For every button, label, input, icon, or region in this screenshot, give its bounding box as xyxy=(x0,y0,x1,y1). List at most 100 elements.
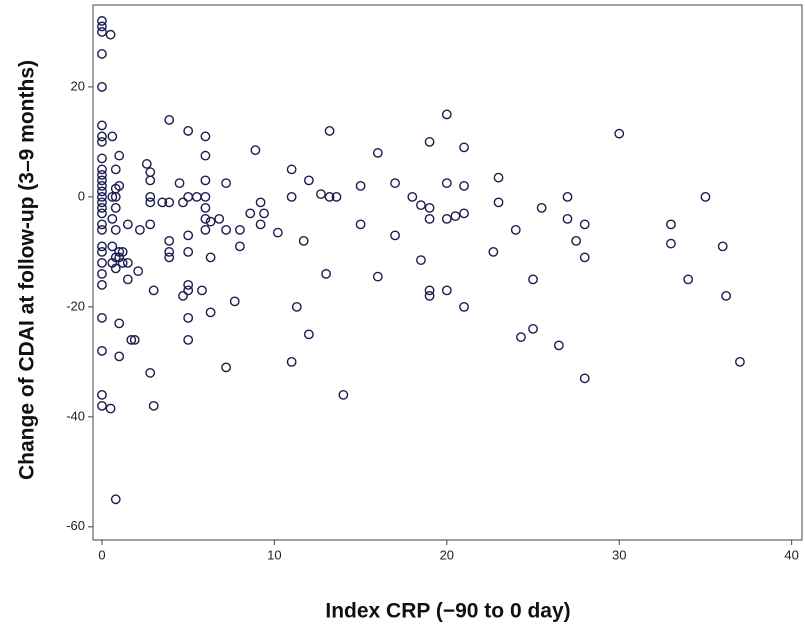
point xyxy=(174,178,185,189)
point xyxy=(164,115,175,125)
point xyxy=(97,120,107,131)
point xyxy=(110,263,121,274)
point xyxy=(200,202,211,213)
point xyxy=(579,252,590,263)
point xyxy=(114,246,125,257)
point xyxy=(105,29,116,40)
point xyxy=(562,191,573,202)
point xyxy=(183,334,194,345)
point xyxy=(291,301,302,312)
point xyxy=(110,191,121,202)
point xyxy=(205,307,216,318)
point xyxy=(164,252,175,263)
point xyxy=(97,191,107,202)
point xyxy=(200,131,211,142)
point xyxy=(259,208,269,219)
point xyxy=(122,219,133,230)
point xyxy=(183,191,194,202)
point xyxy=(459,301,469,312)
point xyxy=(145,367,156,378)
point xyxy=(129,334,140,345)
point xyxy=(145,219,156,230)
point xyxy=(114,351,125,362)
point xyxy=(97,137,107,147)
point xyxy=(145,175,156,186)
point xyxy=(164,246,175,257)
point xyxy=(510,224,521,235)
point xyxy=(579,219,590,230)
point xyxy=(390,178,400,189)
point xyxy=(183,246,194,257)
point xyxy=(493,172,504,183)
point xyxy=(107,191,118,202)
point xyxy=(331,191,342,202)
point xyxy=(97,400,107,411)
point xyxy=(183,230,194,241)
point xyxy=(110,224,121,235)
point xyxy=(614,128,625,139)
point xyxy=(110,202,121,213)
point xyxy=(200,224,211,235)
point xyxy=(178,290,188,301)
point xyxy=(416,200,426,211)
point xyxy=(97,257,107,268)
point xyxy=(97,219,107,230)
point xyxy=(441,285,452,296)
point xyxy=(579,373,590,384)
point xyxy=(338,389,349,400)
point xyxy=(97,175,107,186)
point xyxy=(97,202,107,213)
point xyxy=(571,235,582,246)
point xyxy=(488,246,499,257)
point xyxy=(441,178,452,189)
y-tick-label: 20 xyxy=(71,78,85,93)
point xyxy=(205,252,216,263)
point xyxy=(107,213,118,224)
point xyxy=(200,191,211,202)
point xyxy=(553,340,564,351)
point xyxy=(97,268,107,279)
point xyxy=(117,246,128,257)
point xyxy=(250,145,261,156)
point xyxy=(97,180,107,191)
point xyxy=(221,362,232,373)
point xyxy=(324,191,335,202)
point xyxy=(157,197,168,208)
point xyxy=(221,224,232,235)
point xyxy=(200,175,211,186)
point xyxy=(355,180,366,191)
point xyxy=(286,191,297,202)
point xyxy=(666,219,676,230)
point xyxy=(683,274,694,285)
point xyxy=(424,290,435,301)
point xyxy=(97,389,107,400)
x-tick-label: 0 xyxy=(98,547,105,562)
point xyxy=(97,246,107,257)
point xyxy=(459,142,469,153)
point xyxy=(321,268,332,279)
point xyxy=(424,213,435,224)
point xyxy=(355,219,366,230)
point xyxy=(134,224,145,235)
point xyxy=(97,82,107,92)
point xyxy=(214,213,225,224)
point xyxy=(372,271,383,282)
point xyxy=(97,16,107,26)
point xyxy=(141,159,152,169)
point xyxy=(97,164,107,175)
point xyxy=(107,131,118,142)
point xyxy=(114,318,125,329)
point xyxy=(255,219,266,230)
y-tick-label: -40 xyxy=(66,408,85,423)
point xyxy=(183,126,194,136)
point xyxy=(700,191,711,202)
point xyxy=(286,356,297,367)
point xyxy=(97,186,107,197)
point xyxy=(110,164,121,175)
point xyxy=(145,197,156,208)
point xyxy=(245,208,256,219)
point xyxy=(97,153,107,164)
x-tick-label: 30 xyxy=(612,547,626,562)
point xyxy=(666,238,676,249)
point xyxy=(97,224,107,235)
